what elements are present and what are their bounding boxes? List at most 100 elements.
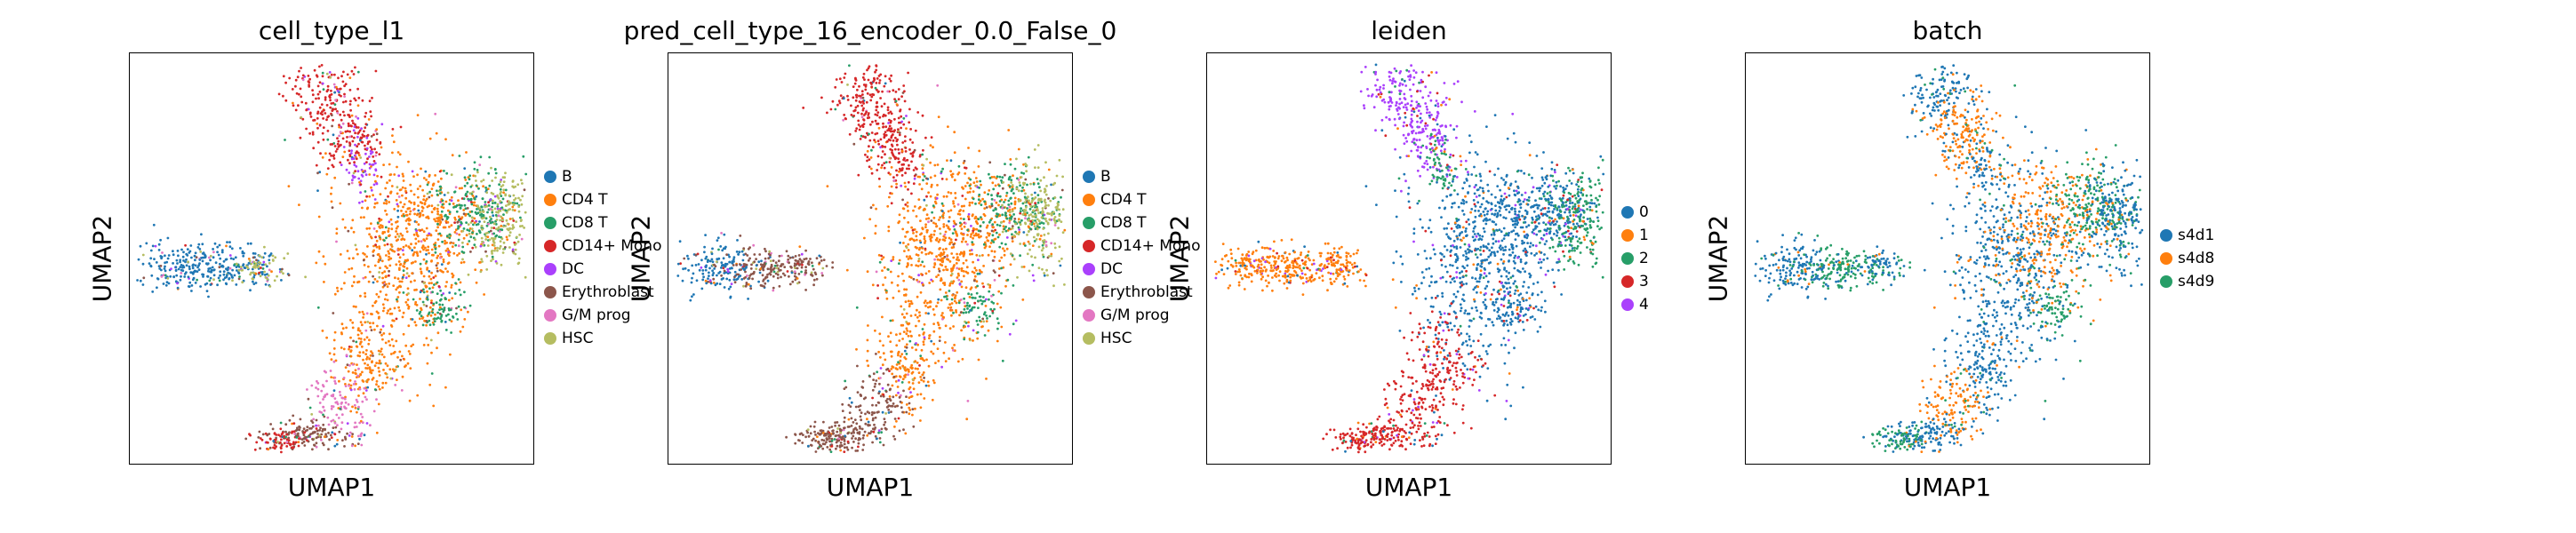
umap-point: [355, 151, 357, 155]
umap-point: [216, 251, 220, 254]
umap-point: [875, 82, 878, 84]
umap-point: [953, 264, 956, 266]
umap-point: [937, 115, 940, 119]
legend-item: G/M prog: [1083, 304, 1200, 327]
umap-point: [462, 209, 466, 211]
umap-point: [328, 71, 332, 74]
umap-point: [397, 248, 401, 251]
umap-point: [1025, 163, 1028, 167]
umap-point: [332, 389, 336, 392]
umap-point: [177, 254, 180, 258]
umap-point: [871, 120, 874, 123]
umap-point: [511, 180, 515, 183]
umap-point: [245, 265, 249, 268]
umap-point: [322, 443, 325, 447]
umap-point: [386, 266, 388, 269]
umap-point: [1008, 221, 1012, 225]
umap-point: [327, 432, 330, 434]
umap-point: [180, 274, 182, 278]
umap-point: [435, 301, 438, 305]
umap-point: [319, 152, 322, 155]
umap-point: [326, 115, 329, 119]
umap-point: [272, 446, 275, 449]
umap-point: [1032, 209, 1035, 212]
umap-point: [950, 302, 954, 305]
umap-point: [489, 207, 492, 211]
umap-point: [788, 282, 792, 286]
umap-point: [271, 254, 275, 258]
umap-point: [435, 229, 438, 232]
umap-point: [228, 266, 232, 270]
umap-point: [893, 129, 896, 132]
legend-marker: [1083, 263, 1095, 275]
umap-point: [871, 388, 875, 392]
umap-point: [397, 235, 401, 238]
umap-point: [993, 238, 996, 241]
umap-point: [216, 283, 220, 287]
umap-point: [446, 220, 450, 224]
umap-point: [252, 256, 255, 259]
umap-point: [995, 231, 998, 235]
umap-point: [942, 195, 946, 198]
umap-point: [894, 136, 897, 139]
umap-point: [404, 227, 408, 230]
umap-point: [356, 126, 360, 129]
umap-point: [193, 269, 196, 273]
umap-point: [263, 274, 267, 276]
umap-point: [356, 333, 360, 337]
umap-point: [371, 313, 373, 315]
umap-point: [711, 247, 714, 251]
umap-point: [691, 276, 693, 280]
umap-point: [901, 167, 904, 170]
umap-point: [884, 358, 887, 362]
umap-point: [920, 187, 924, 191]
umap-point: [432, 322, 436, 326]
umap-point: [917, 259, 920, 263]
umap-point: [892, 375, 896, 378]
umap-point: [881, 410, 884, 414]
umap-point: [318, 410, 322, 413]
umap-point: [868, 165, 871, 169]
umap-point: [476, 205, 480, 209]
umap-point: [1063, 228, 1067, 232]
panel-1-legend: B CD4 T CD8 T CD14+ Mono DC Erythroblast G/M p…: [544, 165, 661, 350]
legend-label: CD4 T: [1100, 191, 1147, 209]
umap-point: [164, 261, 167, 265]
umap-point: [282, 94, 284, 98]
umap-point: [966, 272, 970, 274]
umap-point: [300, 95, 303, 99]
umap-point: [884, 412, 887, 415]
umap-point: [371, 369, 374, 372]
umap-point: [446, 216, 450, 219]
umap-point: [876, 155, 880, 158]
umap-point: [318, 91, 322, 93]
umap-point: [929, 195, 932, 198]
umap-point: [317, 97, 320, 100]
legend-item: 1: [1621, 224, 1649, 247]
umap-point: [1001, 230, 1004, 234]
umap-point: [188, 285, 191, 288]
umap-point: [267, 448, 270, 451]
legend-item: s4d1: [2160, 224, 2214, 247]
umap-point: [780, 254, 783, 258]
umap-point: [436, 193, 439, 196]
umap-point: [285, 441, 289, 444]
umap-point: [908, 138, 912, 141]
legend-label: CD4 T: [562, 191, 608, 209]
umap-point: [436, 331, 440, 335]
umap-point: [336, 439, 340, 442]
umap-point: [365, 349, 368, 352]
umap-point: [329, 76, 332, 79]
umap-point: [401, 172, 404, 176]
umap-point: [901, 378, 905, 381]
umap-point: [732, 278, 736, 282]
umap-point: [910, 192, 913, 195]
umap-point: [914, 360, 917, 363]
umap-point: [755, 258, 757, 260]
umap-point: [402, 332, 405, 336]
umap-point: [952, 311, 955, 314]
umap-point: [497, 209, 500, 212]
umap-point: [936, 347, 940, 350]
umap-point: [316, 122, 319, 125]
